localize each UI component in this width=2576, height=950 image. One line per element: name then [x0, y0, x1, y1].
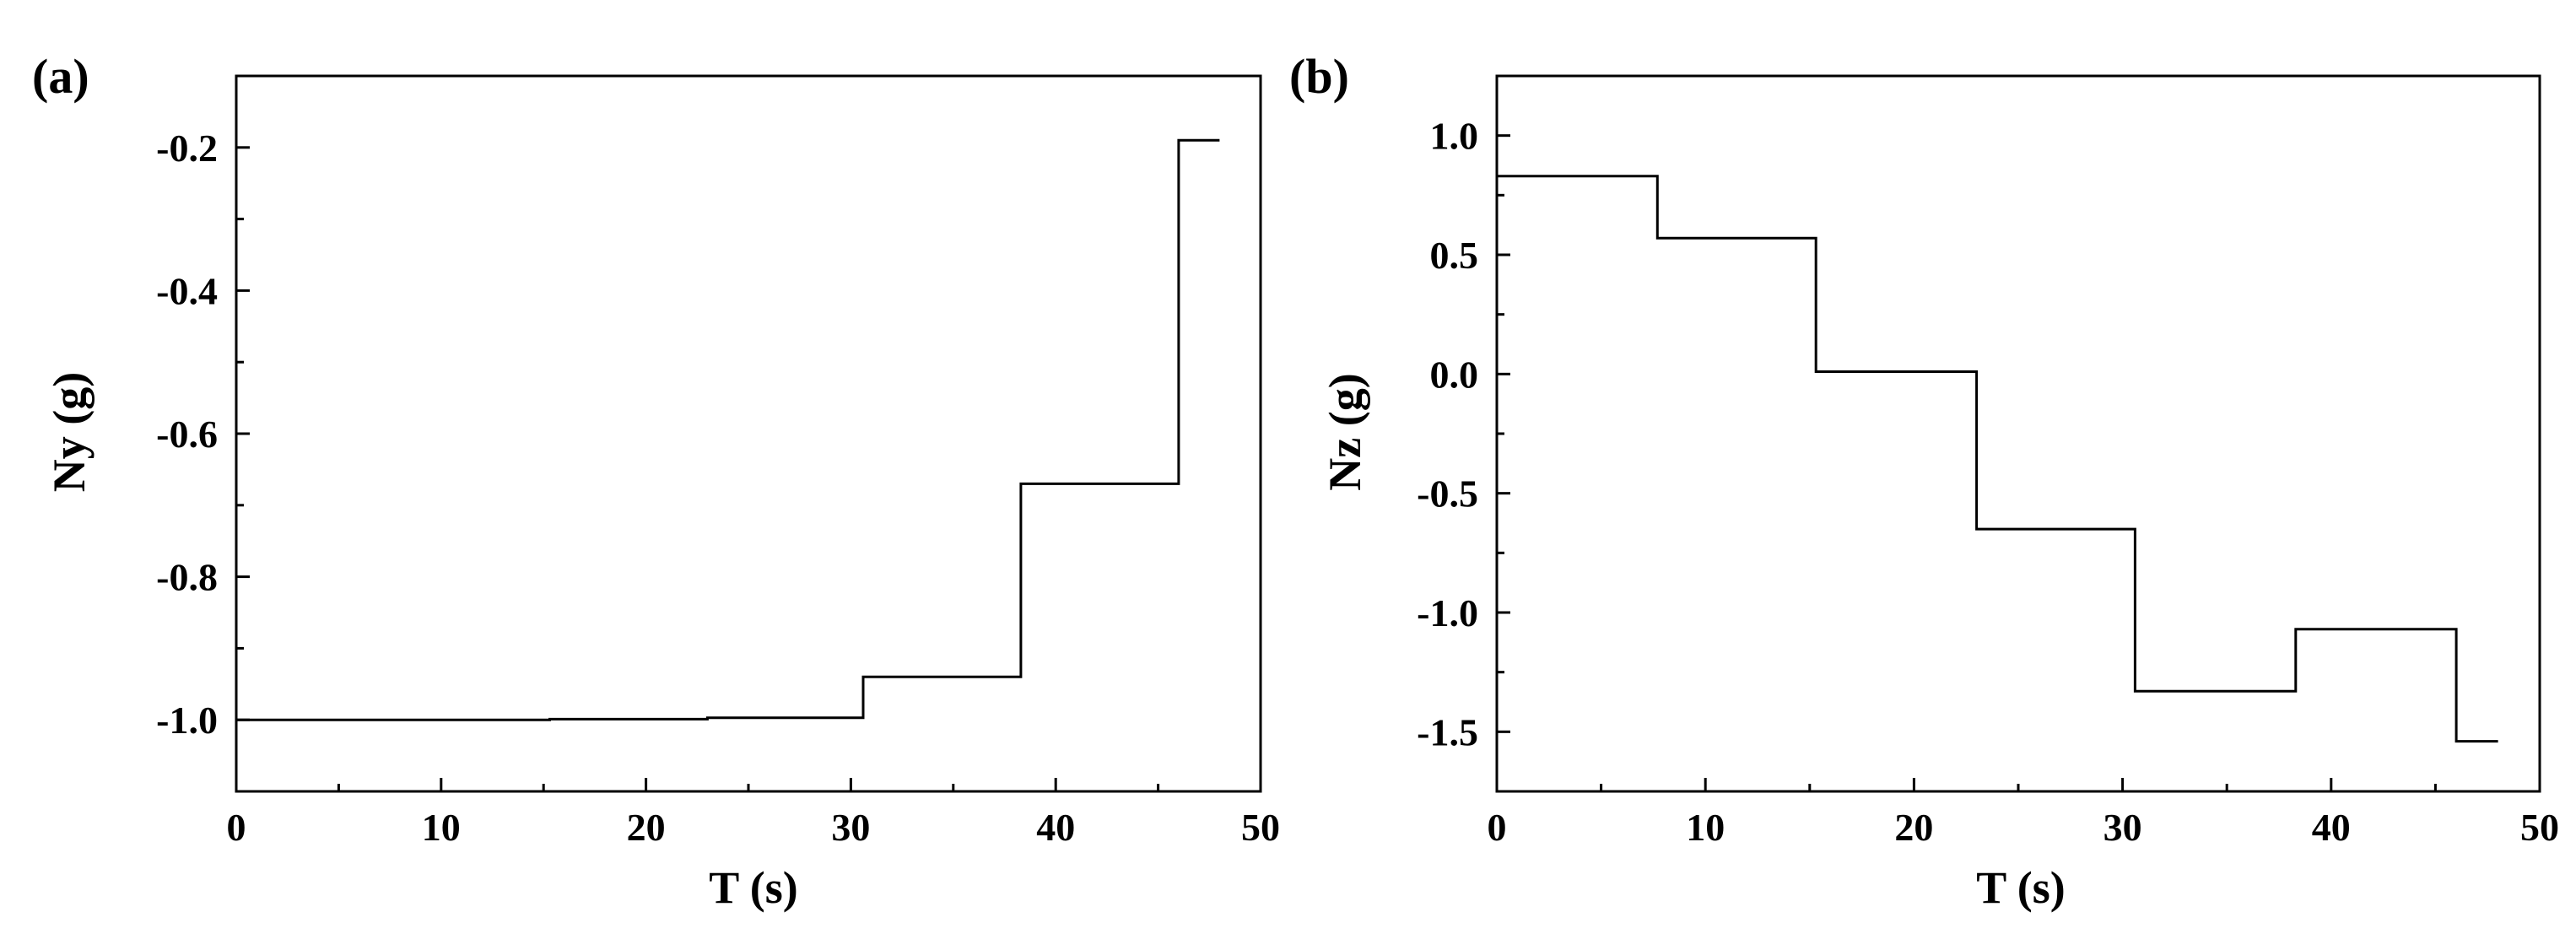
x-tick-label: 30	[831, 806, 870, 849]
y-axis-title-a: Ny (g)	[44, 372, 95, 492]
x-tick-label: 0	[227, 806, 246, 849]
y-tick-label: -0.2	[156, 127, 218, 170]
series-line-a	[236, 138, 1220, 721]
panel-label-a: (a)	[32, 49, 89, 104]
y-tick-label: -0.4	[156, 269, 218, 312]
panel-b: (b) Nz (g) T (s) 0 10 20 30 40 50 -1.5 -1.0 -0.5…	[1289, 49, 2559, 913]
x-tick-label: 30	[2103, 806, 2142, 849]
y-tick-label: -1.0	[156, 699, 218, 742]
y-tick-label: 0.5	[1430, 234, 1479, 277]
x-axis-title-b: T (s)	[1976, 862, 2066, 913]
plot-frame-b	[1495, 74, 2541, 793]
x-tick-label: 10	[1686, 806, 1725, 849]
x-tick-label: 10	[422, 806, 461, 849]
y-tick-label: 0.0	[1430, 353, 1479, 396]
y-tick-label: -0.8	[156, 556, 218, 599]
y-tick-label: -1.0	[1417, 591, 1478, 634]
series-line-b	[1497, 175, 2498, 743]
x-axis-title-a: T (s)	[709, 862, 798, 913]
plot-frame-a	[235, 74, 1262, 793]
y-tick-label: -0.6	[156, 413, 218, 456]
x-tick-label: 20	[627, 806, 666, 849]
x-tick-label: 0	[1488, 806, 1507, 849]
x-tick-label: 50	[1241, 806, 1280, 849]
x-tick-label: 50	[2520, 806, 2559, 849]
y-tick-label: -0.5	[1417, 472, 1478, 515]
y-tick-label: -1.5	[1417, 710, 1478, 753]
panel-label-b: (b)	[1289, 49, 1349, 104]
x-tick-label: 20	[1894, 806, 1933, 849]
y-tick-label: 1.0	[1430, 115, 1479, 158]
panel-a: (a) Ny (g) T (s) 0 10 20 30 40 50 -1.0 -0.8 -0.6…	[32, 49, 1280, 913]
x-tick-label: 40	[2312, 806, 2351, 849]
y-axis-title-b: Nz (g)	[1320, 373, 1370, 490]
x-tick-label: 40	[1036, 806, 1075, 849]
